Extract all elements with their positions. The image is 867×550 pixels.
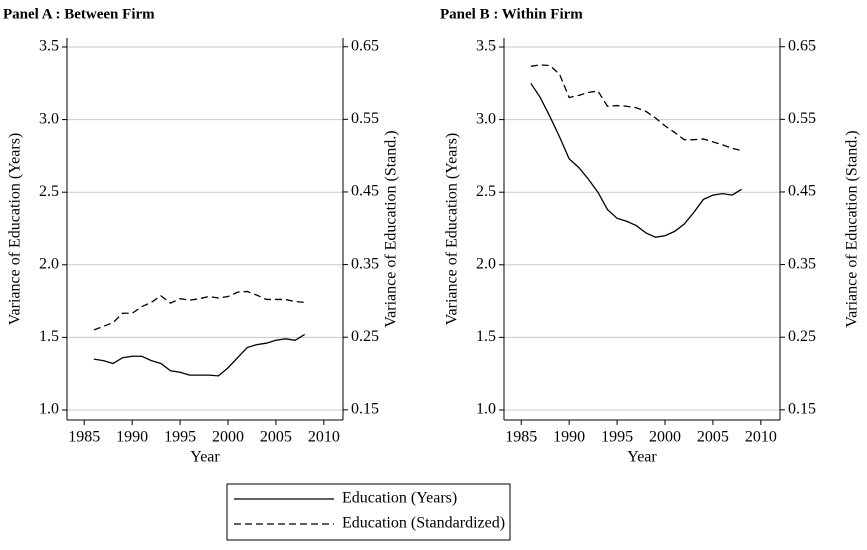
y2-tick-label: 0.55 — [788, 110, 816, 127]
y-tick-label: 2.0 — [476, 255, 496, 272]
x-tick-label: 2010 — [308, 429, 340, 446]
panel-title: Panel B : Within Firm — [440, 6, 583, 22]
legend-label: Education (Years) — [342, 490, 457, 507]
y-tick-label: 3.0 — [476, 110, 496, 127]
x-tick-label: 2000 — [212, 429, 244, 446]
y-tick-label: 1.0 — [476, 401, 496, 418]
y2-tick-label: 0.45 — [788, 183, 816, 200]
x-tick-label: 2005 — [260, 429, 292, 446]
y2-tick-label: 0.25 — [351, 328, 379, 345]
x-tick-label: 2005 — [697, 429, 729, 446]
y-tick-label: 2.5 — [476, 183, 496, 200]
x-tick-label: 1995 — [601, 429, 633, 446]
y2-tick-label: 0.35 — [788, 255, 816, 272]
y-axis-label: Variance of Education (Years) — [444, 133, 461, 326]
y2-tick-label: 0.65 — [351, 37, 379, 54]
x-tick-label: 1995 — [164, 429, 196, 446]
x-axis-label: Year — [190, 449, 220, 466]
x-tick-label: 2000 — [649, 429, 681, 446]
x-tick-label: 1990 — [553, 429, 585, 446]
y2-tick-label: 0.25 — [788, 328, 816, 345]
y-tick-label: 1.5 — [39, 328, 59, 345]
y-tick-label: 2.0 — [39, 255, 59, 272]
y-tick-label: 3.5 — [39, 38, 59, 55]
panel-title: Panel A : Between Firm — [3, 6, 155, 22]
legend-box — [226, 483, 511, 541]
y2-tick-label: 0.65 — [788, 37, 816, 54]
y-tick-label: 1.0 — [39, 401, 59, 418]
legend-label: Education (Standardized) — [342, 515, 505, 532]
x-tick-label: 1990 — [116, 429, 148, 446]
y2-tick-label: 0.15 — [351, 401, 379, 418]
series-line — [93, 290, 305, 331]
y2-tick-label: 0.45 — [351, 183, 379, 200]
y-tick-label: 3.5 — [476, 38, 496, 55]
series-line — [530, 82, 743, 238]
y2-tick-label: 0.35 — [351, 255, 379, 272]
y2-axis-label: Variance of Education (Stand.) — [844, 130, 861, 327]
x-tick-label: 2010 — [745, 429, 777, 446]
y-tick-label: 3.0 — [39, 110, 59, 127]
y2-tick-label: 0.55 — [351, 110, 379, 127]
x-tick-label: 1985 — [505, 429, 537, 446]
series-line — [93, 333, 306, 377]
x-tick-label: 1985 — [68, 429, 100, 446]
y2-axis-label: Variance of Education (Stand.) — [383, 130, 400, 327]
series-line — [530, 64, 742, 152]
y2-tick-label: 0.15 — [788, 401, 816, 418]
x-axis-label: Year — [627, 449, 657, 466]
y-axis-label: Variance of Education (Years) — [7, 133, 24, 326]
y-tick-label: 1.5 — [476, 328, 496, 345]
y-tick-label: 2.5 — [39, 183, 59, 200]
